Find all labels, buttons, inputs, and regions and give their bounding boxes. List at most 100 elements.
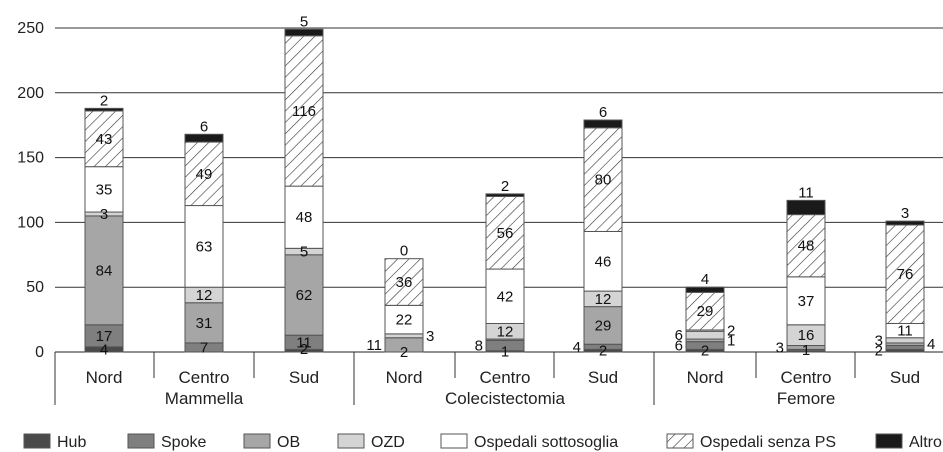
data-label: 2 [501, 178, 509, 195]
data-label: 11 [798, 184, 814, 201]
bar-segment-ob [184, 302, 224, 344]
y-tick-label: 100 [17, 214, 44, 231]
data-label: 31 [196, 315, 213, 332]
data-label: 48 [296, 209, 313, 226]
legend-swatch [243, 433, 271, 449]
data-label: 2 [701, 343, 709, 360]
data-label: 2 [100, 92, 108, 109]
data-label: 11 [897, 323, 913, 340]
category-label: Sud [588, 368, 618, 387]
y-tick-label: 50 [26, 279, 44, 296]
data-label: 0 [400, 243, 408, 260]
bar-segment-ospedali-senza-ps [284, 35, 324, 187]
data-label: 12 [196, 287, 213, 304]
data-label: 56 [497, 225, 514, 242]
bar-segment-ospedali-sottosoglia [485, 268, 525, 324]
legend-label: OZD [371, 434, 405, 451]
bar-segment-altro [583, 119, 623, 129]
data-label: 49 [196, 166, 213, 183]
data-label: 6 [200, 118, 208, 135]
data-label: 5 [300, 244, 308, 261]
legend-swatch [875, 433, 903, 449]
bar-segment-altro [84, 107, 124, 112]
data-label: 2 [875, 343, 883, 360]
category-label: Nord [86, 368, 123, 387]
data-label: 4 [573, 339, 581, 356]
legend-label: Spoke [161, 434, 206, 451]
legend: Hub Spoke OB OZD Ospedali sottosoglia Ospedal… [23, 433, 942, 451]
data-label: 2 [727, 323, 735, 340]
bar-segment-altro [885, 220, 925, 226]
data-label: 16 [798, 327, 815, 344]
data-label: 3 [901, 205, 909, 222]
bar-segment-ospedali-sottosoglia [184, 205, 224, 288]
data-label: 29 [697, 303, 714, 320]
data-label: 8 [475, 338, 483, 355]
data-label: 3 [875, 332, 883, 349]
category-label: Centro [178, 368, 229, 387]
data-label: 11 [296, 334, 312, 351]
data-label: 2 [300, 341, 308, 358]
legend-label: Altro [909, 434, 942, 451]
legend-swatch [666, 433, 694, 449]
data-label: 17 [96, 328, 113, 345]
data-label: 1 [802, 342, 810, 359]
bar-segment-altro [485, 193, 525, 197]
bars [84, 28, 925, 353]
data-label: 11 [366, 337, 382, 354]
group-label: Femore [777, 389, 836, 408]
legend-swatch [127, 433, 155, 449]
data-label: 76 [897, 266, 914, 283]
data-label: 48 [798, 238, 815, 255]
data-label: 4 [701, 271, 709, 288]
x-axis: Nord Centro Sud Nord Centro Sud Nord Centro Sud M… [54, 352, 920, 408]
bar-segment-ospedali-sottosoglia [284, 185, 324, 249]
data-label: 1 [501, 343, 509, 360]
legend-swatch [440, 433, 468, 449]
bar-segment-ospedali-senza-ps [485, 195, 525, 270]
data-label: 2 [400, 344, 408, 361]
bar-segment-ospedali-senza-ps [184, 141, 224, 207]
bar-segment-ospedali-senza-ps [885, 224, 925, 324]
data-label: 62 [296, 287, 313, 304]
data-label: 2 [599, 343, 607, 360]
data-label: 3 [426, 328, 434, 345]
y-tick-label: 150 [17, 150, 44, 167]
y-tick-label: 200 [17, 85, 44, 102]
bar-segment-altro [184, 133, 224, 143]
data-label: 116 [292, 103, 316, 120]
data-label: 43 [96, 131, 113, 148]
data-label: 84 [96, 262, 113, 279]
group-label: Colecistectomia [445, 389, 566, 408]
legend-label: Hub [57, 434, 86, 451]
data-label: 6 [675, 338, 683, 355]
data-label: 12 [595, 291, 612, 308]
bar-segment-spoke [885, 345, 925, 350]
data-label: 3 [776, 339, 784, 356]
bar-segment-ospedali-senza-ps [786, 214, 826, 278]
data-label: 80 [595, 172, 612, 189]
bar-segment-ob [583, 306, 623, 345]
data-label: 63 [196, 238, 213, 255]
category-label: Sud [890, 368, 920, 387]
legend-label: Ospedali sottosoglia [474, 434, 618, 451]
y-axis-ticks: 0 50 100 150 200 250 [17, 20, 44, 361]
data-label: 5 [300, 13, 308, 30]
y-tick-label: 250 [17, 20, 44, 37]
data-label: 6 [675, 327, 683, 344]
bar-segment-ospedali-senza-ps [685, 291, 725, 331]
category-label: Centro [780, 368, 831, 387]
bar-segment-ospedali-senza-ps [384, 258, 424, 306]
data-label: 6 [599, 104, 607, 121]
category-label: Sud [289, 368, 319, 387]
bar-segment-ob [284, 254, 324, 336]
bar-segment-ospedali-senza-ps [583, 127, 623, 232]
category-label: Nord [687, 368, 724, 387]
data-label: 42 [497, 288, 514, 305]
bar-segment-ospedali-sottosoglia [84, 166, 124, 213]
data-label: 4 [927, 336, 935, 353]
bar-segment-ozd [685, 330, 725, 340]
bar-segment-ospedali-sottosoglia [384, 304, 424, 335]
data-label: 1 [727, 332, 735, 349]
